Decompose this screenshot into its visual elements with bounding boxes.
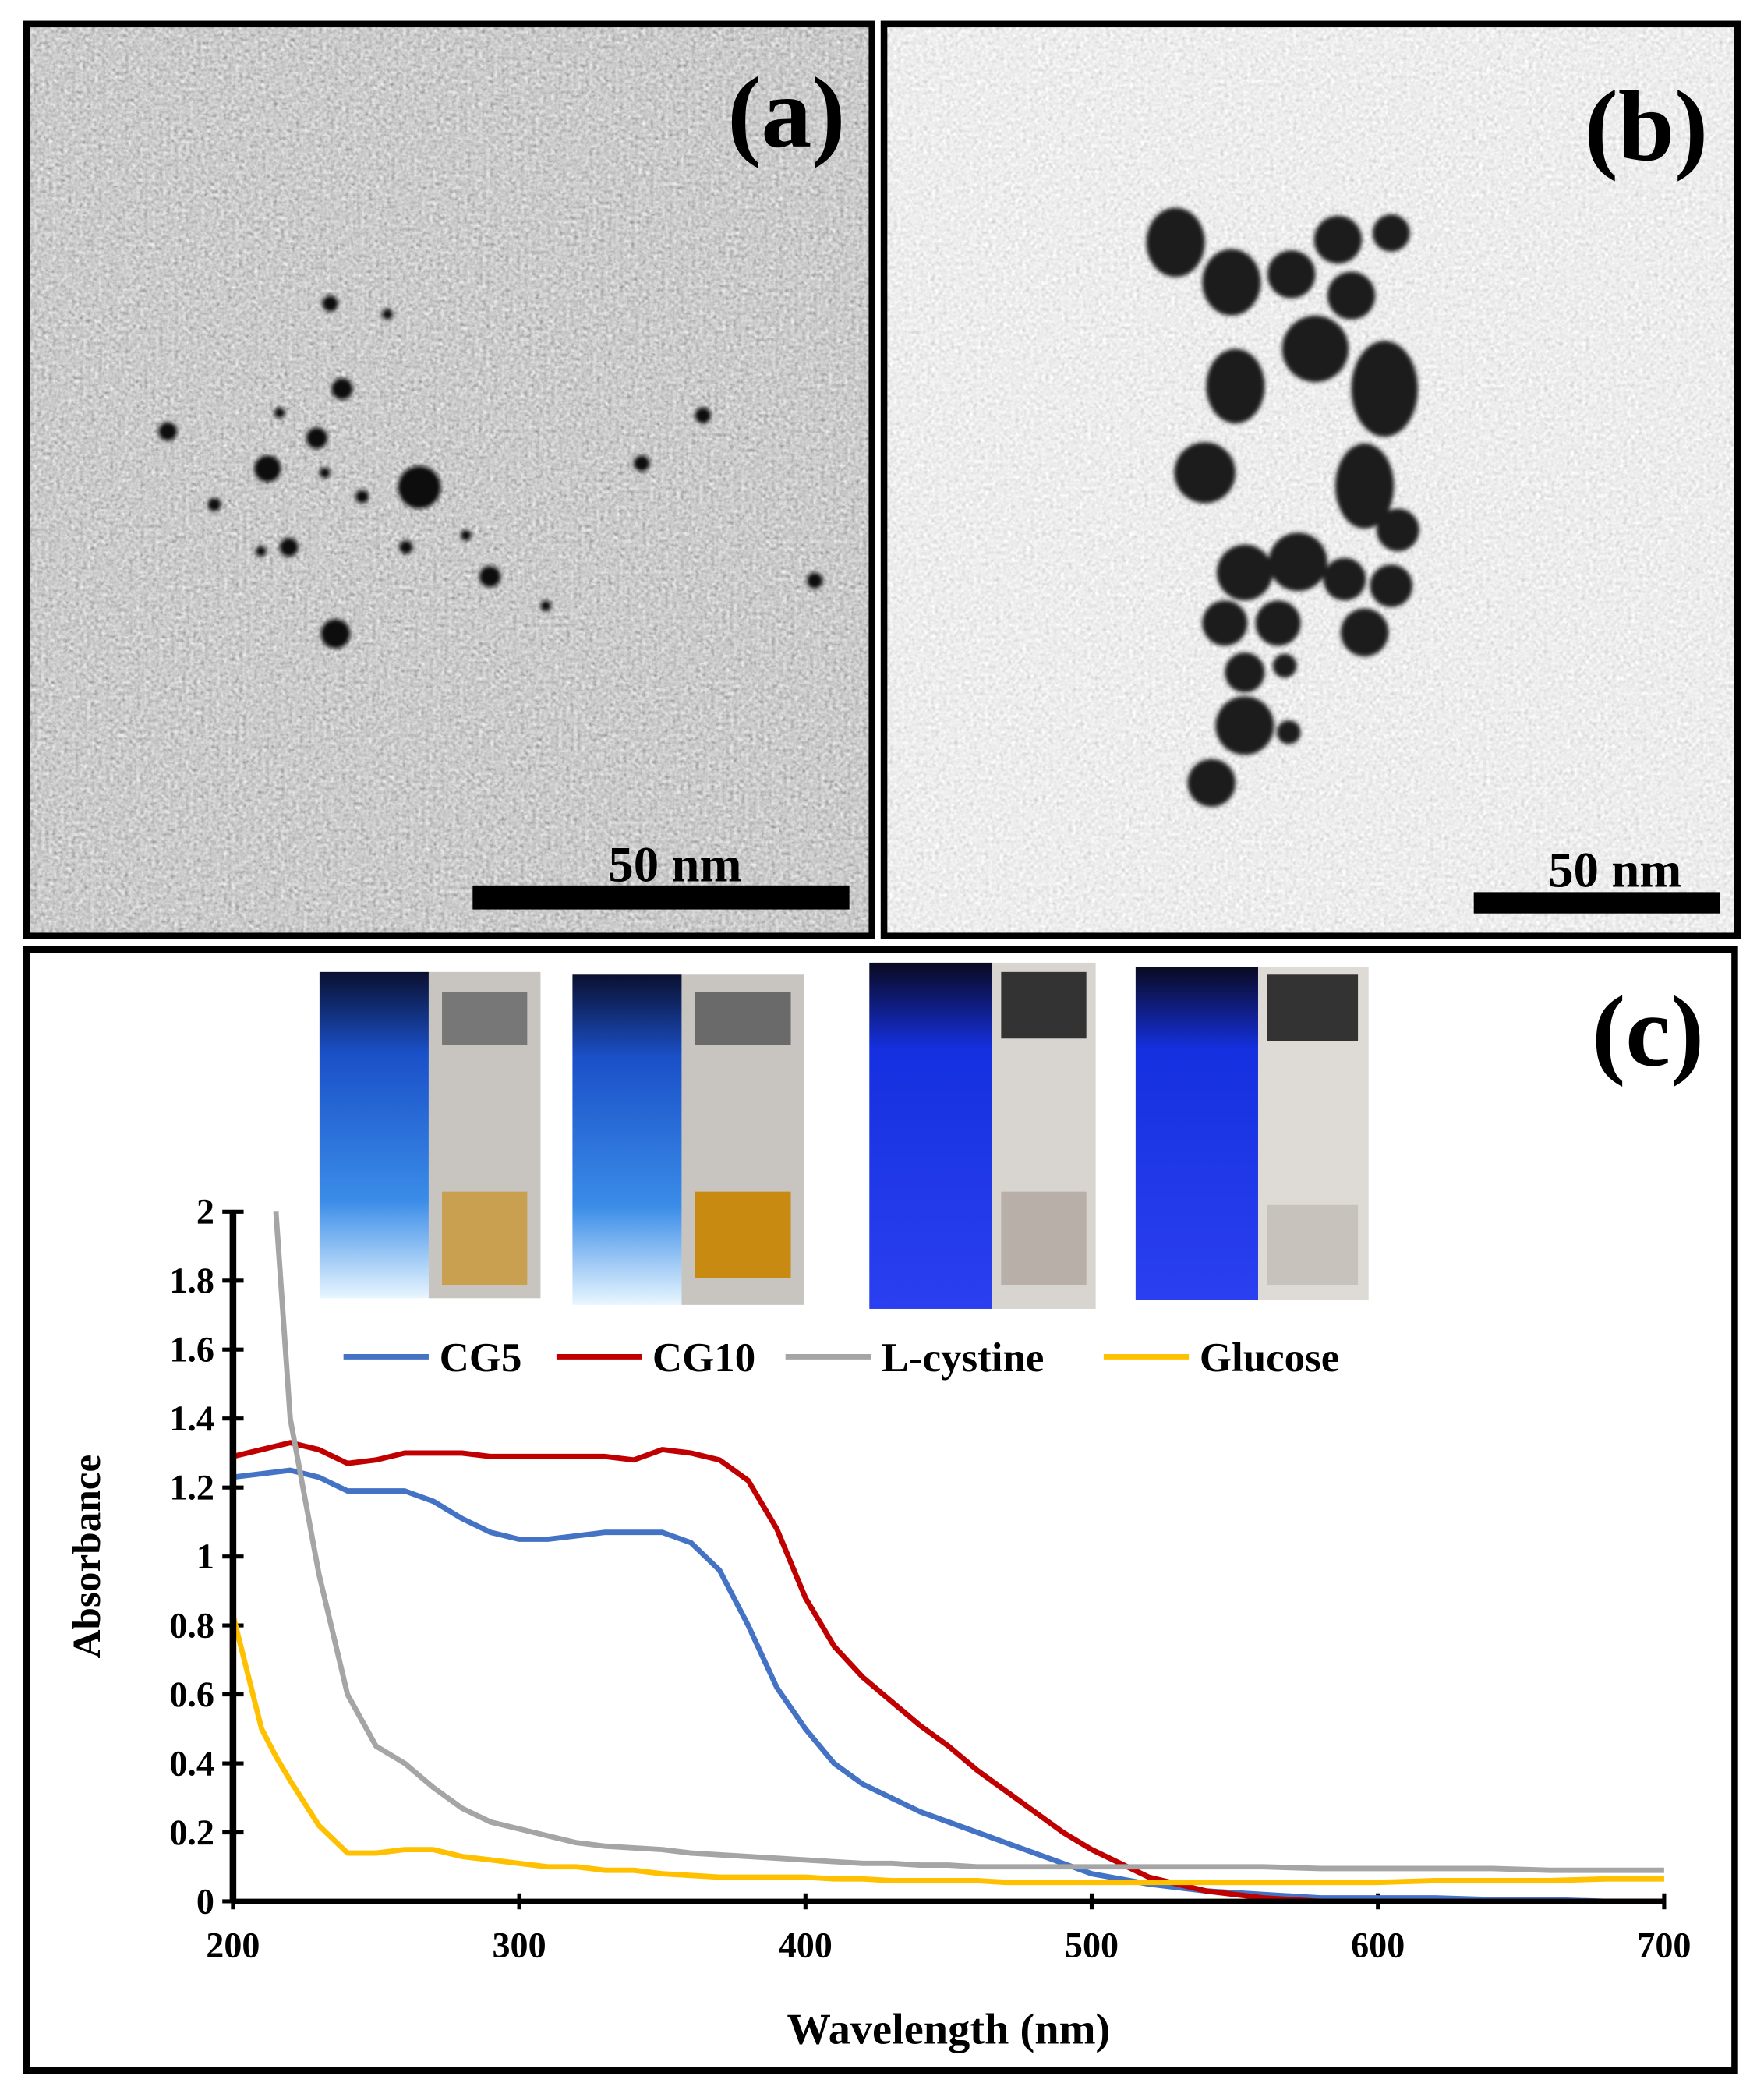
particles: [1146, 207, 1419, 808]
legend-label: CG10: [652, 1335, 755, 1381]
x-tick-label: 600: [1351, 1925, 1405, 1965]
y-tick-label: 1.2: [169, 1468, 214, 1508]
scale-label: 50 nm: [1548, 843, 1681, 899]
data-line: [273, 1211, 1664, 1873]
tem-image: [884, 23, 1737, 936]
legend-label: Glucose: [1200, 1335, 1339, 1381]
panel-label: (b): [1585, 70, 1709, 182]
data-line: [232, 1467, 1664, 1904]
y-tick-label: 1: [196, 1537, 214, 1576]
panel-label: (a): [727, 57, 845, 169]
scale-bar: [1473, 892, 1720, 914]
x-tick-label: 200: [206, 1925, 260, 1965]
x-tick-label: 400: [779, 1925, 833, 1965]
y-tick-label: 1.8: [169, 1261, 214, 1300]
y-tick-label: 0.2: [169, 1812, 214, 1852]
panel-a: 50 nm (a): [23, 20, 875, 940]
y-tick-label: 0.8: [169, 1605, 214, 1645]
data-line: [232, 1440, 1664, 1904]
x-tick-label: 300: [493, 1925, 546, 1965]
particles: [158, 295, 823, 649]
y-tick-label: 0.4: [169, 1743, 214, 1783]
y-tick-label: 1.4: [169, 1399, 214, 1438]
vial-photos: [319, 962, 1369, 1309]
y-tick-label: 0.6: [169, 1674, 214, 1714]
y-tick-label: 2: [196, 1192, 214, 1232]
legend-label: L-cystine: [882, 1335, 1045, 1381]
scale-label: 50 nm: [608, 837, 741, 893]
legend-label: CG5: [440, 1335, 522, 1381]
panel-b: 50 nm (b): [880, 20, 1741, 940]
x-tick-label: 700: [1637, 1925, 1691, 1965]
y-axis-title: Absorbance: [65, 1455, 109, 1659]
tem-image: [27, 23, 872, 936]
x-axis-title: Wavelength (nm): [787, 2006, 1110, 2054]
panel-label: (c): [1592, 975, 1704, 1087]
scale-bar: [472, 885, 850, 910]
data-line: [230, 1614, 1664, 1886]
y-tick-label: 1.6: [169, 1330, 214, 1370]
y-tick-label: 0: [196, 1881, 214, 1921]
x-tick-label: 500: [1065, 1925, 1119, 1965]
panel-c: (c): [23, 946, 1738, 2074]
